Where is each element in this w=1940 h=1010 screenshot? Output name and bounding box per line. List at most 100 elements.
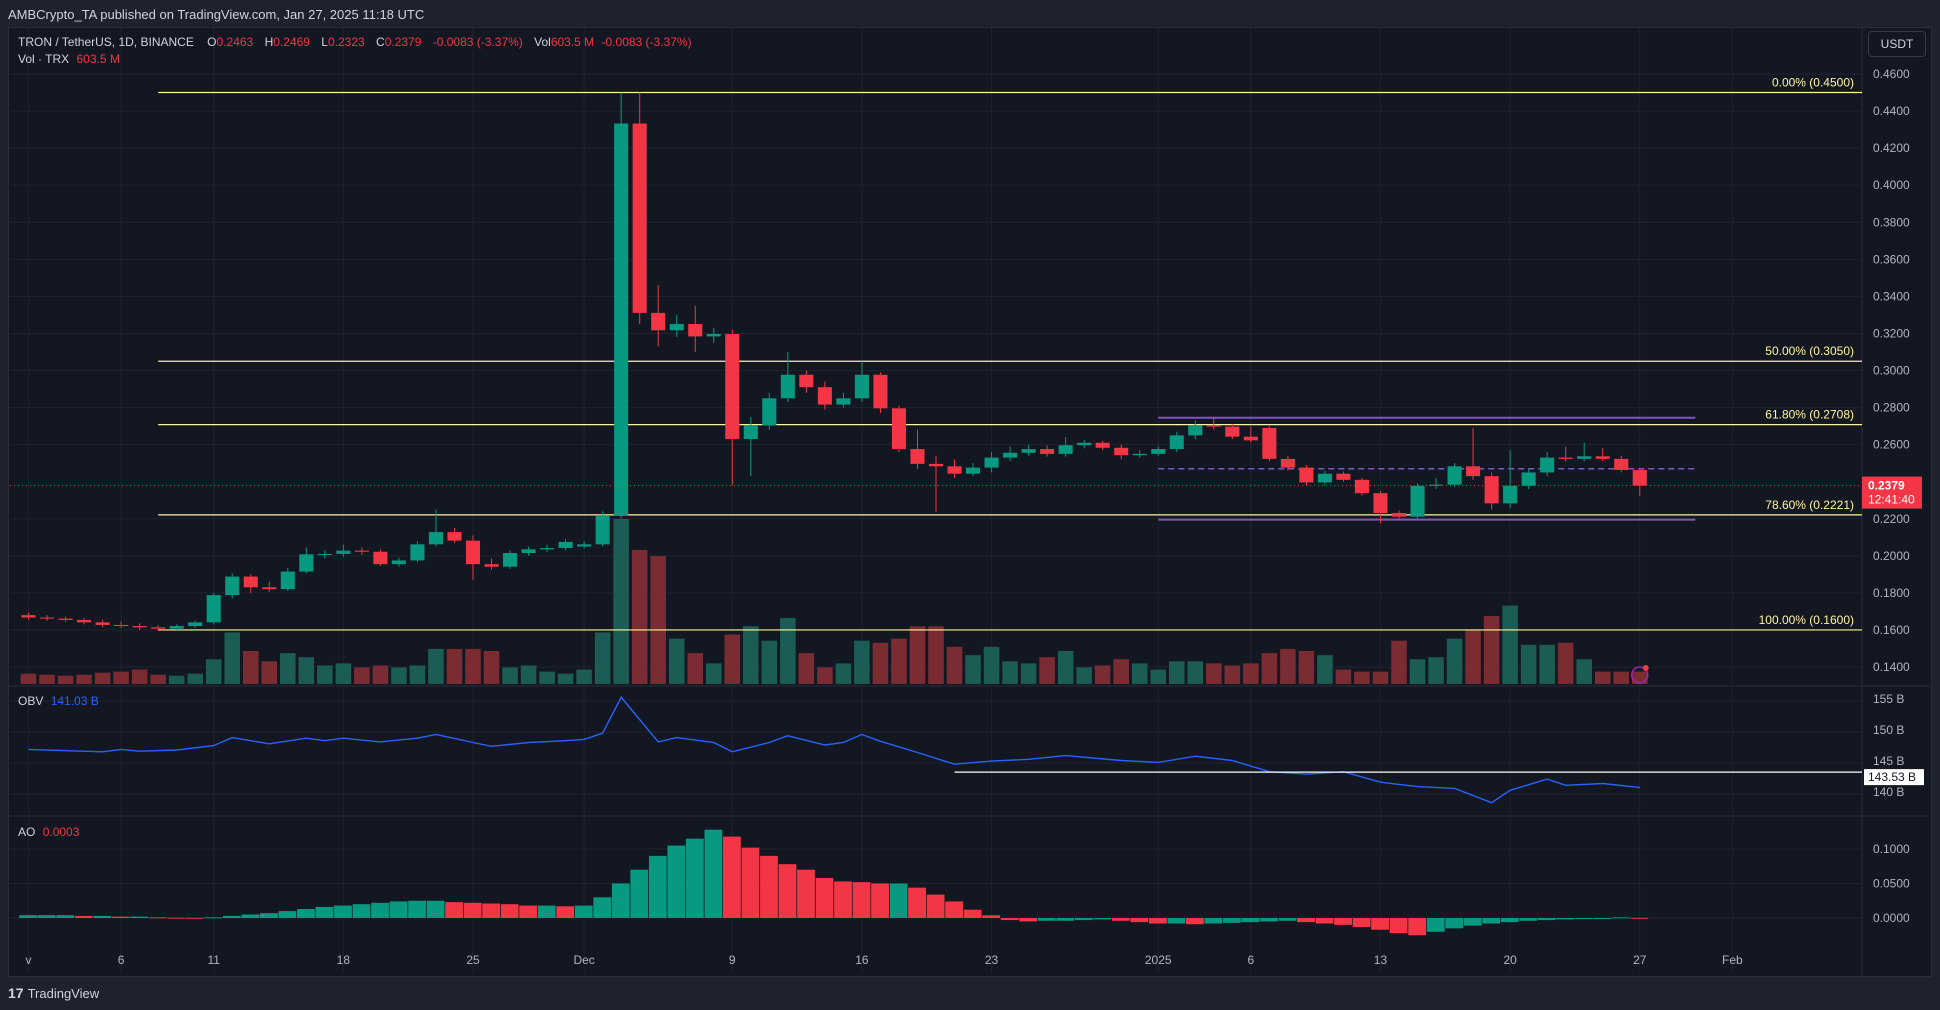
candle-body xyxy=(540,548,555,550)
candle-body xyxy=(40,617,55,619)
obv-axis-tick: 140 B xyxy=(1873,785,1904,799)
ao-bar xyxy=(148,917,167,919)
high-label: H xyxy=(264,35,274,49)
time-axis-label: 13 xyxy=(1374,953,1388,967)
ao-bar xyxy=(815,877,834,918)
candle-body xyxy=(169,626,184,629)
fib-level-label: 100.00% (0.1600) xyxy=(1759,613,1854,627)
candle-body xyxy=(799,374,814,388)
ao-bar xyxy=(204,917,223,919)
obv-level-label: 143.53 B xyxy=(1868,770,1916,784)
volume-bar xyxy=(1224,665,1241,684)
volume-bar xyxy=(594,632,611,684)
candle-body xyxy=(391,560,406,565)
volume-bar xyxy=(372,665,389,684)
time-axis-label: Feb xyxy=(1722,953,1743,967)
candle-body xyxy=(1262,427,1277,459)
price-axis-tick: 0.3000 xyxy=(1873,364,1910,378)
tradingview-logo-icon: 17 xyxy=(8,985,24,1001)
candle-body xyxy=(577,544,592,547)
volume-bar xyxy=(317,665,333,684)
candle-body xyxy=(1188,425,1203,436)
time-axis-label: 25 xyxy=(466,953,480,967)
ao-bar xyxy=(1167,918,1186,924)
ao-bar xyxy=(1074,918,1093,921)
ao-bar xyxy=(704,829,723,918)
volume-bar xyxy=(261,661,278,684)
volume-bar xyxy=(1465,630,1481,684)
volume-bar xyxy=(1594,671,1611,684)
candle-body xyxy=(854,374,869,399)
volume-bar xyxy=(780,618,796,684)
ao-bar xyxy=(1556,918,1575,920)
currency-button[interactable]: USDT xyxy=(1868,31,1926,57)
fib-level-label: 50.00% (0.3050) xyxy=(1765,344,1854,358)
ao-bar xyxy=(1297,918,1315,923)
candle-body xyxy=(1077,442,1092,446)
volume-bar xyxy=(280,653,296,684)
ao-bar xyxy=(1519,918,1538,921)
volume-bar xyxy=(168,675,185,684)
volume-bar xyxy=(743,626,759,684)
ao-bar xyxy=(1426,918,1445,932)
ao-bar xyxy=(37,915,56,918)
volume-bar xyxy=(1094,665,1111,684)
volume-bar xyxy=(817,667,833,684)
close-value: 0.2379 xyxy=(384,35,422,49)
candle-body xyxy=(1243,436,1258,441)
countdown-timer: 12:41:40 xyxy=(1868,493,1915,507)
ao-bar xyxy=(741,847,760,918)
volume-bar xyxy=(1520,644,1537,684)
candle-body xyxy=(1503,485,1518,504)
candle-body xyxy=(780,374,795,399)
volume-bar xyxy=(94,672,111,684)
volume-bar xyxy=(409,665,426,684)
ao-bar xyxy=(1445,918,1464,929)
ao-bar xyxy=(408,900,426,918)
ao-bar xyxy=(222,915,241,918)
volume-bar xyxy=(354,667,370,684)
ao-bar xyxy=(1500,918,1519,923)
volume-bar xyxy=(1057,651,1074,684)
volume-bar xyxy=(1631,671,1648,684)
candle-body xyxy=(58,618,73,620)
ao-bar xyxy=(315,906,334,918)
tradingview-logo[interactable]: 17 TradingView xyxy=(8,985,99,1001)
time-axis-label: 2025 xyxy=(1145,953,1172,967)
ao-bar xyxy=(500,904,519,918)
change-value: -0.0083 (-3.37%) xyxy=(432,35,523,49)
ao-bar xyxy=(1537,918,1556,921)
ao-bar xyxy=(537,905,556,918)
candle-body xyxy=(1021,449,1036,453)
ao-legend[interactable]: AO 0.0003 xyxy=(18,825,83,839)
ao-bar xyxy=(1389,918,1408,934)
ao-bar xyxy=(1371,918,1389,930)
obv-legend[interactable]: OBV 141.03 B xyxy=(18,694,103,708)
ao-bar xyxy=(611,883,630,918)
time-axis-label: 23 xyxy=(985,953,999,967)
candle-body xyxy=(1336,473,1351,480)
price-axis-tick: 0.3200 xyxy=(1873,326,1910,340)
ao-bar xyxy=(593,897,612,918)
volume-legend[interactable]: Vol · TRX 603.5 M xyxy=(18,52,124,66)
volume-bar xyxy=(835,663,852,684)
ao-bar xyxy=(556,906,575,918)
candle-body xyxy=(1040,449,1055,454)
volume-bar xyxy=(631,549,648,684)
candle-body xyxy=(1280,458,1295,468)
volume-bar xyxy=(798,653,815,684)
ao-bar xyxy=(56,915,75,918)
ao-bar xyxy=(352,904,371,918)
symbol-name[interactable]: TRON / TetherUS, 1D, BINANCE xyxy=(18,35,194,49)
ao-axis-tick: 0.1000 xyxy=(1873,842,1910,856)
ao-bar xyxy=(667,845,686,918)
volume-bar xyxy=(891,638,907,684)
candle-body xyxy=(465,540,481,565)
ao-bar xyxy=(167,917,186,919)
time-axis-label: 6 xyxy=(118,953,125,967)
ao-value: 0.0003 xyxy=(42,825,80,839)
price-axis-tick: 0.4400 xyxy=(1873,104,1910,118)
obv-label: OBV xyxy=(18,694,44,708)
obv-axis-tick: 155 B xyxy=(1873,692,1904,706)
